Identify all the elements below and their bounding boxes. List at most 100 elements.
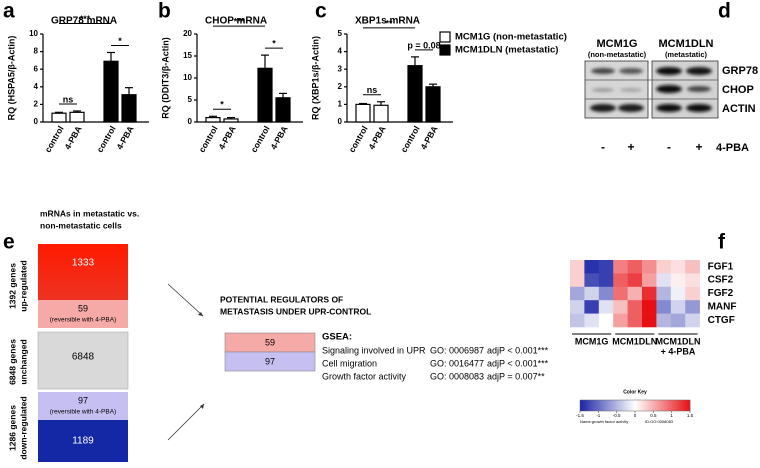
band <box>656 67 682 75</box>
x-tick-label: control <box>43 124 66 154</box>
x-tick-label: control <box>347 124 370 154</box>
gsea-cell: Growth factor activity <box>322 371 407 381</box>
bar <box>425 86 441 123</box>
x-tick-label: control <box>399 124 422 154</box>
color-key-step <box>675 400 678 411</box>
color-key-tick-label: 0 <box>634 413 637 418</box>
y-tick-label: 10 <box>29 29 38 38</box>
y-tick-label: 20 <box>183 29 192 38</box>
chart-title: CHOP mRNA <box>205 16 267 27</box>
heatmap-cell <box>627 273 643 288</box>
heatmap-cell <box>584 260 600 274</box>
color-key-step <box>655 400 658 411</box>
color-key-step <box>624 400 627 411</box>
y-tick-label: 0 <box>34 117 39 126</box>
y-tick-label: 4 <box>34 82 39 91</box>
y-tick-label: 2 <box>338 82 343 91</box>
y-axis-label: RQ (XBP1s/β-Actin) <box>310 36 320 120</box>
row-label: MANF <box>708 302 737 313</box>
heatmap-cell <box>570 286 585 301</box>
color-key-step <box>625 400 628 411</box>
bar <box>103 60 119 123</box>
heatmap-cell <box>598 273 614 288</box>
significance-label: ** <box>385 18 393 28</box>
gsea-title: GSEA: <box>322 332 352 343</box>
x-tick-label: 4-PBA <box>366 124 387 151</box>
row-label: CSF2 <box>708 275 734 286</box>
heatmap-cell <box>627 300 643 314</box>
color-key-step <box>613 400 616 411</box>
bar-chart: XBP1s mRNA RQ (XBP1s/β-Actin) 0 1 2 3 4 5 contro… <box>310 16 567 154</box>
heatmap-cell <box>670 260 686 274</box>
color-key-step <box>616 400 619 411</box>
heatmap-cell <box>613 286 628 301</box>
gsea-cell: adjP = 0.007** <box>487 371 545 381</box>
box-count: 6848 <box>72 352 95 363</box>
color-key-step <box>640 400 643 411</box>
color-key-step <box>673 400 676 411</box>
arrow <box>167 403 205 441</box>
color-key-step <box>680 400 683 411</box>
gsea-cell: GO: 0006987 <box>430 345 484 355</box>
heatmap-cell <box>656 313 672 328</box>
heatmap-cell <box>685 313 700 328</box>
reversible-box <box>38 392 128 420</box>
color-key-note: ID:GO:0008083 <box>645 419 674 424</box>
color-key-step <box>629 400 632 411</box>
color-key-step <box>614 400 617 411</box>
color-key-step <box>635 400 638 411</box>
color-key-step <box>600 400 603 411</box>
significance-label: * <box>272 38 276 48</box>
color-key-step <box>653 400 656 411</box>
band <box>656 104 682 112</box>
bar <box>121 94 137 123</box>
heatmap-cell <box>642 300 657 314</box>
blot-group: MCM1G <box>597 38 638 50</box>
panel-label: e <box>3 231 15 254</box>
color-key-step <box>580 400 583 411</box>
row-label: FGF2 <box>708 288 734 299</box>
arrow-head <box>198 312 203 316</box>
bar <box>407 65 423 123</box>
color-key-tick-label: -0.5 <box>613 413 621 418</box>
panel-label: f <box>718 231 726 254</box>
blot-row-label: CHOP <box>722 84 754 96</box>
heatmap-cell <box>642 286 657 301</box>
heatmap-cell <box>670 313 686 328</box>
x-tick-label: control <box>197 124 220 154</box>
x-tick-label: 4-PBA <box>268 124 289 151</box>
diagram-heading: non-metastatic cells <box>40 220 122 230</box>
color-key-step <box>607 400 610 411</box>
x-tick-label: 4-PBA <box>418 124 439 151</box>
gsea-cell: adjP < 0.001*** <box>487 345 549 355</box>
x-tick-label: control <box>249 124 272 154</box>
row-label: FGF1 <box>708 261 734 272</box>
y-tick-label: 5 <box>338 29 343 38</box>
color-key-step <box>684 400 687 411</box>
group-label: MCM1DLN <box>612 336 657 346</box>
color-key-step <box>666 400 669 411</box>
color-key-step <box>589 400 592 411</box>
color-key-step <box>583 400 586 411</box>
heatmap-cell <box>584 273 600 288</box>
blot-row-label: GRP78 <box>722 65 758 77</box>
color-key-step <box>669 400 672 411</box>
color-key-step <box>592 400 595 411</box>
heatmap-cell <box>570 273 585 288</box>
heatmap-cell <box>670 300 686 314</box>
color-key-step <box>609 400 612 411</box>
color-key-tick-label: -1 <box>596 413 600 418</box>
treatment: - <box>667 140 671 154</box>
downregulated-box <box>38 420 128 462</box>
y-tick-label: 3 <box>338 64 343 73</box>
y-tick-label: 5 <box>188 95 193 104</box>
color-key-step <box>627 400 630 411</box>
color-key-step <box>622 400 625 411</box>
upregulated-box <box>38 244 128 300</box>
treatment-label: 4-PBA <box>716 142 749 154</box>
heatmap-cell <box>570 300 585 314</box>
color-key-step <box>631 400 634 411</box>
color-key-step <box>679 400 682 411</box>
color-key-step <box>646 400 649 411</box>
